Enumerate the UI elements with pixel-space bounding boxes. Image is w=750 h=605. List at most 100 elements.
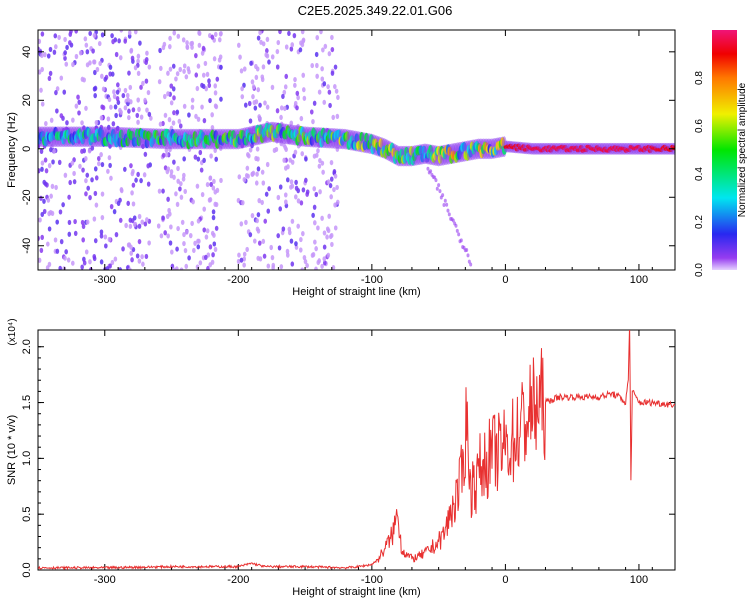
noise-point [299, 236, 303, 243]
noise-point [265, 161, 270, 168]
noise-point [316, 148, 320, 154]
noise-point [196, 156, 201, 162]
noise-point [178, 186, 182, 192]
noise-point [39, 148, 44, 154]
noise-point [320, 66, 324, 72]
noise-point [128, 223, 133, 229]
noise-point [196, 63, 201, 69]
noise-point [248, 118, 253, 124]
noise-point [147, 240, 151, 246]
noise-point [114, 232, 119, 238]
snr-panel: -300 -200 -100 0 100 0.0 0.5 1.0 1.5 2.0 Height of… [6, 318, 676, 598]
noise-point [252, 99, 257, 106]
noise-point [320, 263, 324, 269]
noise-point [130, 190, 134, 196]
x-tick-label: 100 [630, 274, 648, 286]
noise-point [302, 87, 306, 93]
noise-point [40, 101, 45, 107]
noise-point [251, 94, 255, 100]
noise-point [62, 266, 66, 270]
noise-point [326, 179, 331, 185]
noise-point [118, 267, 122, 270]
noise-point [210, 34, 215, 40]
noise-point [454, 223, 458, 228]
noise-point [331, 114, 336, 120]
noise-point [332, 169, 337, 175]
noise-point [78, 163, 82, 169]
noise-point [147, 64, 152, 70]
noise-point [330, 46, 335, 53]
noise-point [74, 103, 79, 109]
noise-point [81, 237, 85, 243]
noise-point [289, 238, 294, 244]
noise-point [193, 154, 198, 160]
noise-point [131, 182, 136, 188]
noise-point [179, 267, 184, 270]
noise-point [290, 42, 295, 48]
noise-point [315, 62, 319, 69]
noise-point [81, 223, 86, 229]
noise-point [328, 233, 333, 240]
noise-point [253, 238, 257, 244]
noise-point [256, 166, 261, 172]
noise-point [258, 102, 262, 108]
noise-point [320, 160, 325, 166]
noise-point [281, 93, 285, 100]
noise-point [92, 32, 97, 39]
noise-point [87, 148, 92, 154]
noise-point [335, 113, 340, 119]
y-scale-label: (x10⁴) [7, 318, 18, 345]
noise-point [196, 238, 200, 244]
noise-point [178, 123, 183, 129]
noise-point [201, 83, 206, 89]
noise-point [310, 62, 315, 69]
noise-point [134, 177, 138, 183]
noise-point [145, 107, 149, 113]
x-tick-label: -300 [94, 274, 116, 286]
noise-point [63, 172, 68, 178]
x-tick-label: -300 [94, 574, 116, 586]
noise-point [166, 91, 170, 97]
noise-point [290, 218, 295, 224]
noise-point [136, 171, 140, 178]
noise-point [146, 181, 151, 187]
noise-point [270, 255, 275, 261]
noise-point [54, 44, 58, 50]
noise-point [295, 105, 299, 111]
noise-point [258, 30, 262, 36]
noise-point [333, 64, 338, 70]
noise-point [67, 231, 72, 237]
noise-point [275, 108, 280, 114]
noise-point [283, 192, 288, 198]
noise-point [116, 200, 121, 207]
noise-point [136, 58, 140, 64]
noise-point [147, 111, 152, 117]
noise-point [316, 259, 321, 266]
noise-point [261, 180, 266, 186]
noise-point [93, 93, 97, 99]
noise-point [51, 159, 55, 165]
noise-point [435, 186, 439, 191]
noise-point [71, 117, 75, 123]
noise-point [202, 206, 207, 212]
noise-point [250, 171, 255, 177]
noise-point [219, 30, 223, 37]
noise-point [113, 104, 118, 110]
noise-point [70, 160, 75, 166]
colorbar-label: Normalized spectral amplitude [737, 82, 748, 217]
noise-point [169, 224, 173, 230]
noise-point [114, 112, 118, 119]
noise-point [125, 92, 130, 99]
noise-point [278, 184, 283, 190]
noise-point [131, 107, 136, 113]
noise-point [46, 241, 50, 247]
x-axis-label: Height of straight line (km) [292, 286, 420, 298]
x-tick-label: 0 [502, 274, 508, 286]
noise-point [82, 260, 87, 266]
noise-point [264, 191, 269, 197]
colorbar-tick-label: 0.0 [694, 263, 705, 277]
noise-point [179, 181, 183, 187]
noise-point [299, 115, 304, 122]
noise-point [285, 248, 290, 254]
